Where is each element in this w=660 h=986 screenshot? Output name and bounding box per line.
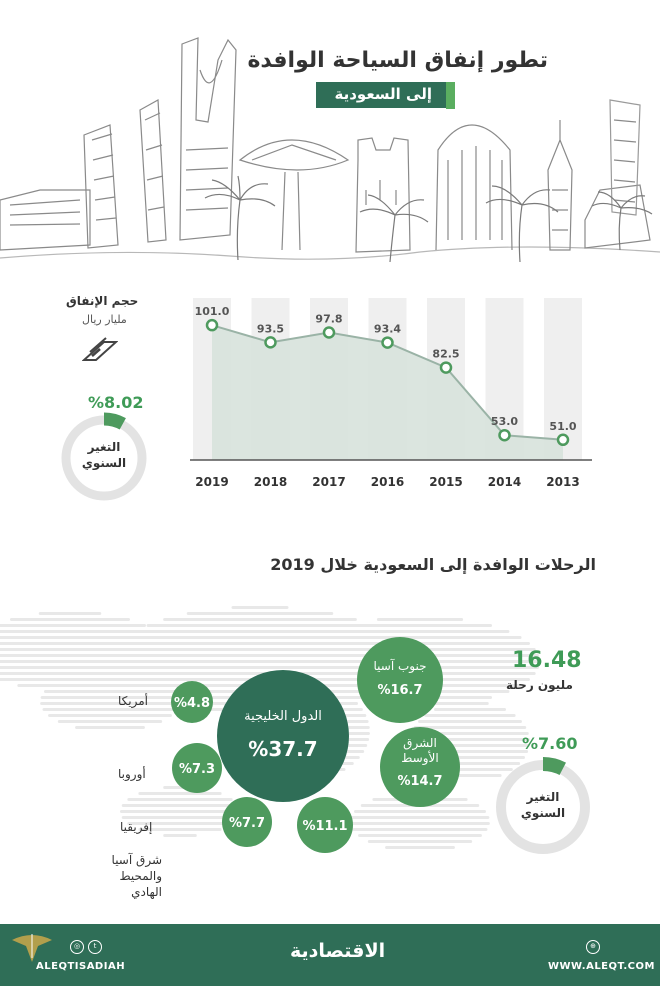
trips-annual-change-ring — [496, 757, 590, 854]
ring-label-line2: السنوي — [520, 805, 566, 820]
chart-x-tick-label: 2017 — [312, 475, 345, 489]
bubble-share-value: %7.7 — [229, 816, 265, 831]
trip-share-bubble — [171, 681, 213, 723]
spending-label: حجم الإنفاق — [66, 294, 139, 308]
money-icon — [82, 337, 118, 361]
chart-data-label: 82.5 — [432, 348, 459, 361]
chart-data-label: 93.5 — [257, 322, 284, 335]
bubble-share-value: %37.7 — [248, 737, 317, 761]
trips-section-title: الرحلات الوافدة إلى السعودية خلال 2019 — [270, 555, 596, 574]
website-globe-icon[interactable]: ⊕ — [586, 940, 600, 954]
footer-bar: ◎ t ALEQTISADIAH الاقتصادية ⊕ WWW.ALEQT.… — [0, 924, 660, 986]
instagram-icon[interactable]: ◎ — [70, 940, 84, 954]
chart-point — [381, 336, 394, 349]
bubble-share-value: %4.8 — [174, 696, 210, 711]
trip-share-bubble — [222, 797, 272, 847]
bubble-share-value: %14.7 — [397, 774, 442, 789]
region-label-africa: إفريقيا — [120, 820, 153, 834]
region-label-europe: أوروبا — [118, 767, 146, 781]
bubble-share-value: %11.1 — [302, 819, 347, 834]
chart-data-label: 51.0 — [549, 420, 576, 433]
trip-share-bubble — [357, 637, 443, 723]
bubble-region-name: جنوب آسيا — [373, 658, 426, 674]
bubble-region-name: الشرق — [403, 736, 437, 751]
subtitle-banner: إلى السعودية — [316, 82, 446, 108]
twitter-icon[interactable]: t — [88, 940, 102, 954]
region-label-east-asia: شرق آسيا والمحيط الهادي — [86, 852, 162, 901]
footer-brand-logo: الاقتصادية — [290, 940, 386, 962]
trips-annual-change-value: %7.60 — [522, 734, 578, 753]
ring-label-line2: السنوي — [81, 455, 127, 470]
region-label-east-asia-line2: والمحيط الهادي — [119, 869, 162, 900]
bubble-share-value: %16.7 — [377, 683, 422, 698]
chart-x-tick-label: 2013 — [546, 475, 579, 489]
chart-column-bg — [544, 298, 582, 460]
chart-data-label: 101.0 — [195, 305, 230, 318]
trips-bubble-map: الدول الخليجية %37.7 جنوب آسيا %16.7 الشرقال… — [0, 606, 540, 853]
trip-share-bubble — [297, 797, 353, 853]
riyadh-skyline-illustration — [0, 37, 660, 263]
trip-share-bubble — [217, 670, 349, 802]
spending-area-chart: 101.0 2019 93.5 2018 97.8 2017 93.4 2016 82.5 201… — [190, 298, 592, 489]
chart-x-tick-label: 2015 — [429, 475, 462, 489]
spending-annual-change-label: التغير السنوي — [80, 440, 128, 471]
chart-area-fill — [212, 325, 563, 460]
trips-total-unit: مليون رحلة — [506, 678, 573, 692]
region-label-america: أمريكا — [118, 694, 149, 708]
chart-point — [264, 336, 277, 349]
chart-x-tick-label: 2014 — [488, 475, 521, 489]
chart-point — [439, 361, 453, 374]
subtitle-accent-tab — [446, 82, 455, 109]
chart-data-label: 93.4 — [374, 323, 401, 336]
chart-data-label: 97.8 — [315, 313, 342, 326]
spending-annual-change-ring — [61, 412, 147, 501]
chart-point — [322, 326, 336, 339]
chart-x-tick-label: 2019 — [195, 475, 228, 489]
eagle-logo-icon — [12, 934, 52, 962]
bubble-share-value: %7.3 — [179, 762, 215, 777]
chart-x-tick-label: 2018 — [254, 475, 287, 489]
trips-annual-change-label: التغير السنوي — [517, 790, 569, 821]
footer-handle[interactable]: ALEQTISADIAH — [36, 961, 126, 972]
chart-x-tick-label: 2016 — [371, 475, 404, 489]
bubble-region-name: الأوسط — [401, 750, 438, 766]
footer-website[interactable]: WWW.ALEQT.COM — [548, 961, 655, 972]
chart-point — [205, 318, 219, 332]
main-title: تطور إنفاق السياحة الوافدة — [247, 48, 548, 73]
chart-data-label: 53.0 — [491, 415, 518, 428]
trip-share-bubble — [172, 743, 222, 793]
bubble-region-name: الدول الخليجية — [244, 709, 322, 724]
trip-share-bubble — [380, 727, 460, 807]
ring-label-line1: التغير — [87, 440, 121, 454]
trips-total-value: 16.48 — [512, 648, 582, 673]
chart-point — [556, 433, 570, 447]
chart-point — [498, 428, 511, 442]
ring-label-line1: التغير — [526, 790, 560, 804]
spending-annual-change-value: %8.02 — [88, 393, 144, 412]
spending-unit: مليار ريال — [82, 313, 127, 326]
region-label-east-asia-line1: شرق آسيا — [111, 853, 162, 867]
